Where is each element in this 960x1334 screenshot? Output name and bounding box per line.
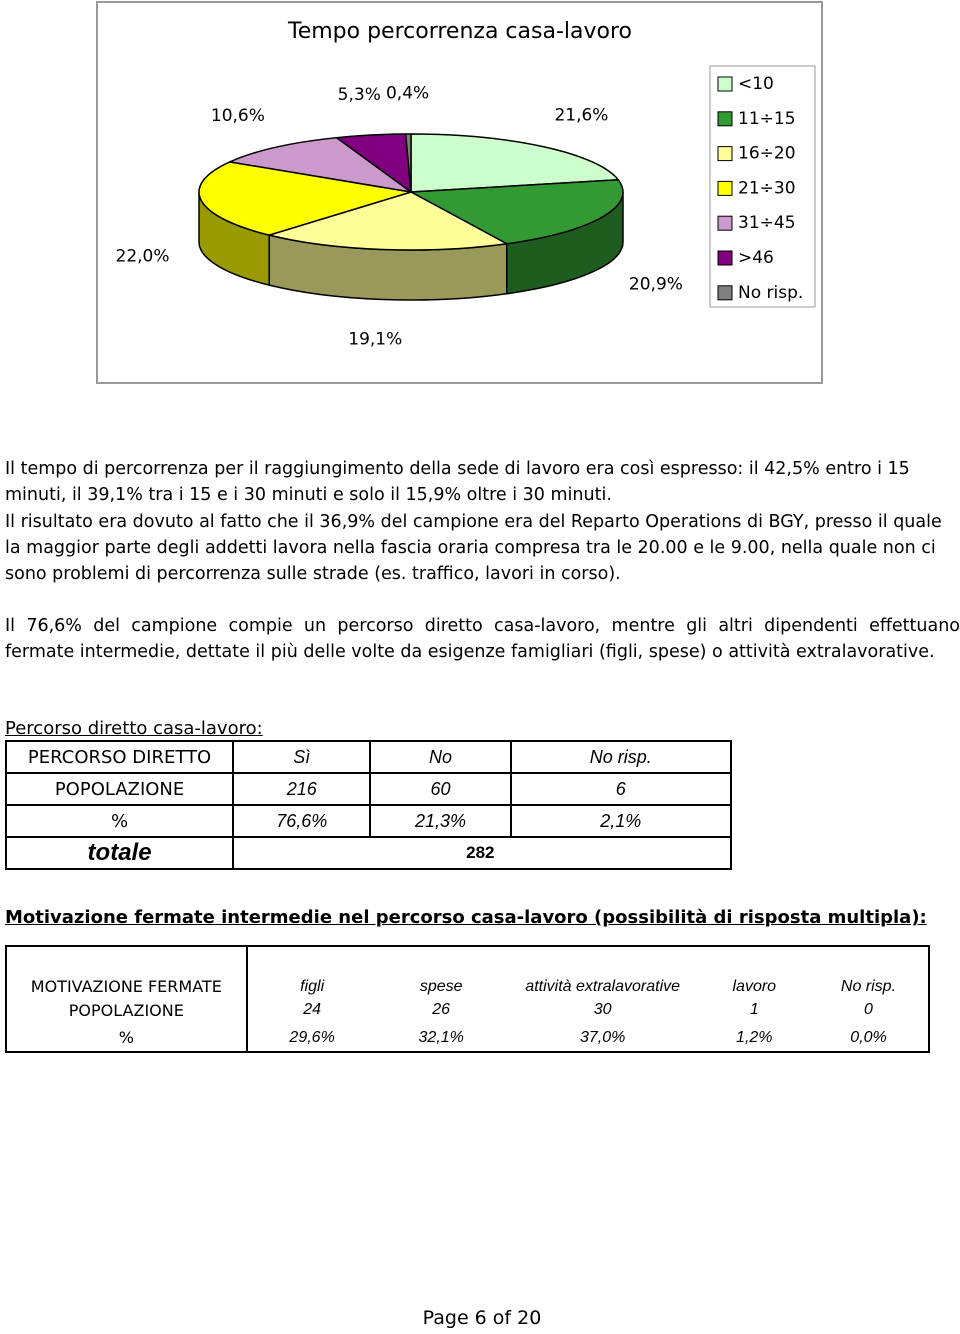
table-cell: % (5, 1024, 248, 1053)
table-cell: 26 (432, 1001, 451, 1018)
legend-label: 16÷20 (738, 144, 796, 164)
table-row: % 29,6% 32,1% 37,0% 1,2% 0,0% (5, 1024, 931, 1053)
table-row: PERCORSO DIRETTO Sì No No risp. (4, 740, 733, 774)
data-label: 0,4% (386, 83, 429, 103)
legend-swatch (717, 285, 733, 301)
table: PERCORSO DIRETTO Sì No No risp. POPOLAZIONE 2… (4, 740, 733, 870)
data-label: 22,0% (116, 246, 170, 266)
table-cell: figli (245, 945, 377, 996)
table-cell: totale (4, 836, 235, 870)
slice (408, 179, 624, 245)
legend-label: >46 (738, 248, 774, 268)
table-cell: 6 (509, 772, 733, 806)
paragraph: Il risultato era dovuto al fatto che il … (5, 512, 942, 584)
table-row: totale 282 (4, 836, 732, 870)
slice (198, 161, 412, 236)
table-cell: 0 (808, 996, 931, 1024)
legend-swatch (717, 250, 733, 266)
table-row: POPOLAZIONE 216 60 6 (4, 772, 733, 806)
data-label: 5,3% (338, 85, 381, 105)
data-label: 20,9% (629, 274, 683, 294)
table-cell: spese (376, 945, 506, 996)
table-cell: % (4, 804, 235, 838)
legend-swatch (717, 215, 733, 231)
table-row: % 76,6% 21,3% 2,1% (4, 804, 733, 838)
table-cell: 0,0% (808, 1024, 931, 1053)
legend-label: 11÷15 (738, 109, 796, 129)
table-cell: 24 (245, 996, 377, 1024)
table-cell: 76,6% (232, 804, 372, 838)
legend-label: <10 (738, 74, 774, 94)
page-footer: Page 6 of 20 (422, 1307, 542, 1329)
table: MOTIVAZIONE FERMATE figli spese attività ex… (5, 945, 931, 1053)
legend-label: 21÷30 (738, 178, 796, 198)
table-cell: 1,2% (699, 1024, 809, 1053)
table-cell: 37,0% (505, 1024, 700, 1053)
table-row: POPOLAZIONE 24 26 30 1 0 (5, 996, 931, 1024)
legend-swatch (717, 76, 733, 92)
legend-swatch (717, 146, 733, 162)
data-label: 19,1% (348, 330, 402, 350)
table-cell: 32,1% (376, 1024, 506, 1053)
table-cell: 30 (593, 1001, 612, 1018)
table-caption: Percorso diretto casa-lavoro: (5, 718, 263, 739)
table-cell: 2,1% (509, 804, 733, 838)
table-cell: MOTIVAZIONE FERMATE (5, 945, 248, 996)
legend-swatch (717, 111, 733, 127)
table-cell: POPOLAZIONE (5, 996, 248, 1024)
table-cell: 216 (232, 772, 372, 806)
data-label: 10,6% (211, 106, 265, 126)
table-row: MOTIVAZIONE FERMATE figli spese attività ex… (5, 945, 931, 996)
table-cell: 60 (369, 772, 512, 806)
slice (404, 133, 412, 193)
paragraph: Il 76,6% del campione compie un percorso… (5, 616, 960, 662)
table-cell: No (369, 740, 512, 774)
table-cell: lavoro (699, 945, 809, 996)
table-cell: 29,6% (245, 1024, 377, 1053)
legend-label: 31÷45 (738, 213, 796, 233)
paragraph: Il tempo di percorrenza per il raggiungi… (5, 459, 910, 505)
slice (227, 136, 412, 193)
table-cell: POPOLAZIONE (4, 772, 235, 806)
table-cell: Sì (232, 740, 372, 774)
data-label: 21,6% (554, 105, 608, 125)
slice (266, 191, 510, 251)
table-cell: No risp. (509, 740, 733, 774)
table-cell: 282 (232, 836, 732, 870)
chart-title: Tempo percorrenza casa-lavoro (287, 19, 632, 44)
table-cell: No risp. (808, 945, 931, 996)
chart: Tempo percorrenza casa-lavoro 21,6% 20,9%… (96, 1, 823, 384)
table-cell: 21,3% (369, 804, 512, 838)
table-caption: Motivazione fermate intermedie nel perco… (5, 907, 927, 928)
legend-swatch (717, 180, 733, 196)
slice (410, 133, 620, 193)
table-cell: 1 (749, 1001, 759, 1018)
table-cell: attività extralavorative (505, 945, 700, 996)
legend-label: No risp. (738, 283, 803, 303)
table-cell: PERCORSO DIRETTO (4, 740, 235, 774)
